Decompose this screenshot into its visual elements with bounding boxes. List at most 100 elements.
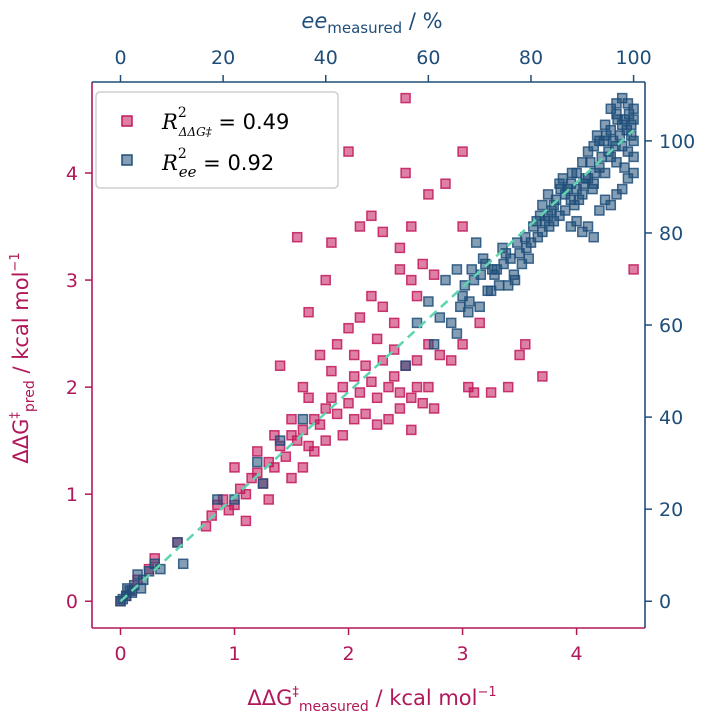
point-ddg-73: [463, 381, 474, 393]
point-ddg-111: [411, 355, 423, 366]
point-ddg-39: [388, 371, 400, 382]
point-ee-139: [486, 264, 498, 275]
point-ddg-109: [371, 333, 383, 345]
point-ee-69: [599, 194, 611, 206]
point-ee-105: [493, 280, 505, 291]
point-ddg-50: [331, 339, 343, 350]
point-ddg-75: [485, 387, 497, 398]
point-ee-125: [612, 114, 623, 125]
y-tick-label-2: 2: [66, 377, 78, 399]
point-ddg-78: [520, 339, 531, 350]
point-ee-65: [622, 173, 634, 184]
point-ddg-31: [343, 397, 354, 409]
point-ee-114: [423, 296, 434, 307]
points-layer: [115, 92, 639, 607]
point-ddg-13: [240, 488, 252, 500]
point-ddg-100: [406, 424, 417, 436]
x-axis-label-tail: / kcal mol: [369, 686, 478, 710]
point-ddg-71: [388, 317, 400, 329]
x-tick-label-3: 3: [457, 643, 469, 665]
point-ee-14: [252, 456, 263, 468]
point-ee-117: [451, 328, 463, 339]
point-ee-79: [611, 98, 622, 109]
point-ee-119: [474, 301, 485, 313]
legend-entry-ee: R2 ee = 0.92: [161, 146, 274, 181]
point-ee-96: [546, 205, 557, 216]
x-axis-label-sub: measured: [299, 699, 369, 715]
point-ddg-80: [474, 317, 485, 329]
point-ee-132: [566, 167, 578, 179]
point-ddg-98: [383, 413, 394, 425]
point-ddg-61: [354, 221, 366, 232]
point-ee-70: [594, 205, 605, 216]
point-ee-135: [532, 231, 544, 243]
point-ee-71: [582, 221, 594, 232]
point-ddg-44: [417, 397, 428, 409]
point-ee-113: [440, 274, 451, 286]
point-ee-80: [605, 103, 617, 115]
point-ddg-47: [274, 360, 286, 371]
point-ee-42: [599, 167, 611, 179]
point-ee-44: [611, 157, 622, 168]
x-axis-label-sup: ‡: [292, 685, 299, 700]
point-ddg-81: [457, 339, 468, 350]
point-ee-17: [400, 360, 411, 371]
point-ee-63: [537, 199, 548, 211]
point-ee-54: [588, 140, 599, 152]
point-ddg-66: [423, 189, 434, 200]
point-ee-130: [587, 183, 598, 195]
point-ddg-82: [400, 92, 411, 104]
y-axis-label: ΔΔG‡pred / kcal mol−1: [8, 252, 38, 463]
right-tick-label-0: 0: [659, 591, 671, 613]
point-ee-98: [534, 210, 546, 222]
point-ddg-104: [269, 430, 280, 441]
point-ee-133: [555, 183, 566, 195]
legend-entry-ee-value: = 0.92: [197, 151, 275, 175]
point-ddg-112: [445, 355, 457, 366]
point-ddg-32: [348, 371, 360, 382]
point-ee-34: [554, 210, 565, 222]
point-ee-87: [596, 151, 607, 163]
point-ddg-90: [286, 472, 297, 484]
point-ddg-8: [206, 510, 217, 521]
point-ee-15: [274, 435, 286, 446]
y-axis-label-sub: pred: [22, 380, 38, 412]
point-ee-68: [605, 199, 617, 211]
point-ee-136: [521, 242, 532, 254]
diagonal-line: [119, 129, 635, 603]
point-ddg-56: [406, 274, 417, 286]
point-ddg-85: [400, 167, 411, 179]
point-ddg-60: [326, 237, 337, 248]
point-ddg-48: [297, 381, 309, 393]
point-ee-146: [122, 583, 133, 594]
point-ee-78: [616, 92, 628, 104]
point-ddg-40: [394, 403, 406, 414]
point-ddg-26: [314, 419, 326, 430]
point-ddg-97: [371, 419, 383, 430]
point-ee-94: [557, 173, 569, 184]
y-axis-label-exp: −1: [8, 252, 23, 271]
point-ddg-55: [394, 264, 406, 275]
point-ee-92: [569, 199, 580, 211]
point-ddg-27: [320, 403, 331, 414]
point-ddg-77: [514, 349, 525, 361]
point-ee-55: [582, 146, 594, 157]
point-ddg-86: [628, 264, 639, 275]
point-ee-109: [470, 237, 482, 248]
point-ddg-68: [457, 221, 468, 232]
top-axis-label-sub: measured: [327, 19, 402, 37]
legend-entry-ddg-value: = 0.49: [212, 110, 290, 134]
x-tick-label-0: 0: [114, 643, 126, 665]
point-ddg-84: [457, 146, 468, 157]
point-ddg-79: [537, 371, 548, 382]
point-ddg-69: [320, 274, 331, 286]
point-ddg-107: [326, 365, 337, 377]
point-ddg-28: [326, 392, 337, 404]
point-ee-66: [616, 183, 628, 195]
point-ddg-59: [291, 231, 303, 243]
y-axis-label-tail: / kcal mol: [9, 272, 33, 381]
x-axis-label-main: ΔΔG: [247, 686, 292, 710]
point-ddg-110: [388, 344, 400, 355]
point-ddg-67: [440, 178, 451, 189]
point-ee-16: [297, 413, 309, 425]
